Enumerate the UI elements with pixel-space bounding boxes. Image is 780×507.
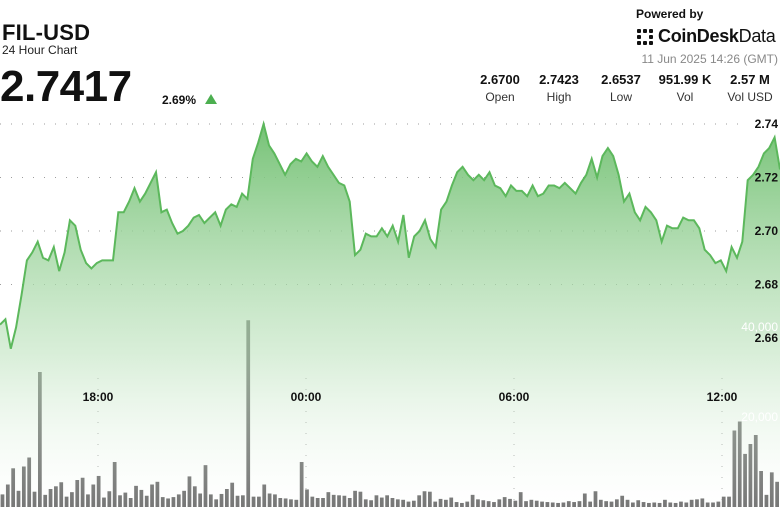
price-line [0,120,780,349]
powered-by-label: Powered by [636,7,704,21]
stat-vol-usd: 2.57 M Vol USD [727,72,773,104]
price-tick-label: 2.68 [755,278,779,292]
chart-subtitle: 24 Hour Chart [2,43,78,57]
volume-tick-label: 40,000 [741,320,778,334]
x-tick-label: 00:00 [291,390,322,404]
stat-low: 2.6537 Low [601,72,641,104]
x-tick-label: 06:00 [499,390,530,404]
price-axis-labels: 2.74 2.72 2.70 2.68 2.66 [755,117,779,345]
current-price: 2.7417 [0,62,132,111]
stat-high: 2.7423 High [539,72,579,104]
x-tick-label: 18:00 [83,390,114,404]
price-change: 2.69% [162,93,197,107]
brand-name: CoinDeskData [658,26,776,46]
stat-open: 2.6700 Open [480,72,520,104]
up-arrow-icon [205,94,217,104]
price-tick-label: 2.74 [755,117,779,131]
price-tick-label: 2.70 [755,224,779,238]
brand-logo: CoinDeskData [636,26,776,47]
chart-title: FIL-USD [2,20,91,45]
price-tick-label: 2.66 [755,331,779,345]
coindesk-grid-icon [636,28,654,46]
stat-vol: 951.99 K Vol [658,72,712,104]
price-area [0,124,780,507]
stats-row: 2.6700 Open 2.7423 High 2.6537 Low 951.99 K… [476,72,778,104]
timestamp: 11 Jun 2025 14:26 (GMT) [641,52,778,66]
volume-axis-labels: 40,000 20,000 [741,320,778,424]
x-tick-label: 12:00 [707,390,738,404]
volume-tick-label: 20,000 [741,410,778,424]
x-axis-labels: 18:00 00:00 06:00 12:00 [83,390,738,404]
price-tick-label: 2.72 [755,171,779,185]
